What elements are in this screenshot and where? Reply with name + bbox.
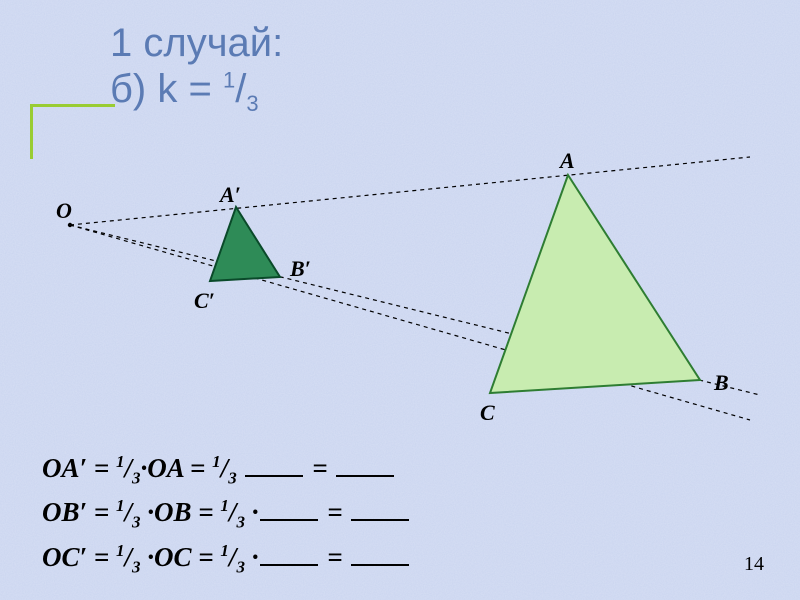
equation-line-1: OA′ = 1/3·OA = 1/3 =: [42, 448, 411, 488]
point-label-b: B: [714, 370, 729, 396]
point-label-c: C: [480, 400, 495, 426]
page-number: 14: [744, 553, 764, 576]
point-label-ap: A′: [220, 182, 241, 208]
geometry-diagram: [0, 0, 800, 440]
point-label-bp: B′: [290, 256, 311, 282]
equation-line-2: OB′ = 1/3 ·OB = 1/3 · =: [42, 492, 411, 532]
point-label-a: A: [560, 148, 575, 174]
point-label-o: O: [56, 198, 72, 224]
equation-line-3: OC′ = 1/3 ·OC = 1/3 · =: [42, 537, 411, 577]
equations-block: OA′ = 1/3·OA = 1/3 = OB′ = 1/3 ·OB = 1/3…: [42, 448, 411, 581]
point-label-cp: C′: [194, 288, 215, 314]
